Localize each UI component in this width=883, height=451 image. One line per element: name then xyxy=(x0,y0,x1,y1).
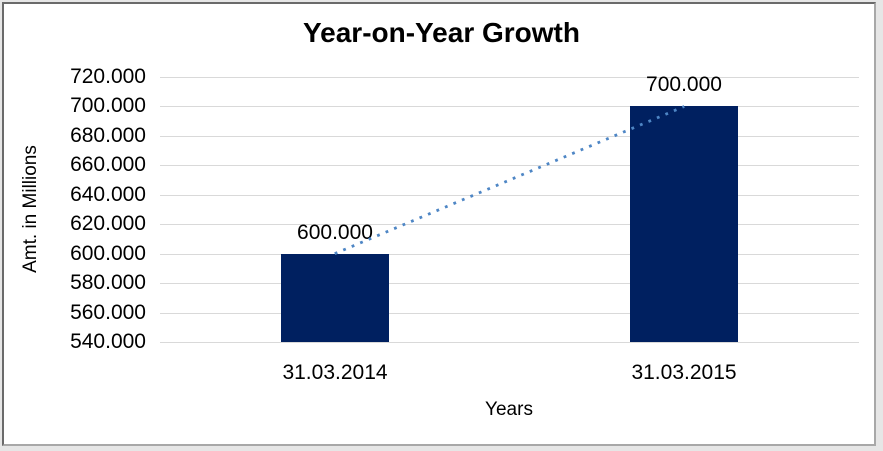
y-tick-label: 560.000 xyxy=(70,301,146,324)
gridline xyxy=(160,136,859,137)
chart-title: Year-on-Year Growth xyxy=(303,17,580,48)
gridline xyxy=(160,283,859,284)
y-axis-title: Amt. in Millions xyxy=(20,145,41,273)
gridline xyxy=(160,106,859,107)
gridline xyxy=(160,254,859,255)
bar xyxy=(630,106,738,342)
y-tick-label: 660.000 xyxy=(70,153,146,176)
y-tick-label: 680.000 xyxy=(70,124,146,147)
x-category-label: 31.03.2015 xyxy=(631,361,737,384)
gridline xyxy=(160,165,859,166)
gridline xyxy=(160,77,859,78)
x-category-label: 31.03.2014 xyxy=(282,361,388,384)
y-tick-label: 620.000 xyxy=(70,212,146,235)
bar-value-label: 600.000 xyxy=(297,221,373,244)
y-tick-label: 720.000 xyxy=(70,65,146,88)
x-axis-title: Years xyxy=(485,399,533,420)
bar xyxy=(281,254,389,342)
y-tick-label: 700.000 xyxy=(70,94,146,117)
y-tick-label: 540.000 xyxy=(70,330,146,353)
bar-value-label: 700.000 xyxy=(646,73,722,96)
gridline xyxy=(160,224,859,225)
y-tick-label: 640.000 xyxy=(70,183,146,206)
gridline xyxy=(160,342,859,343)
gridline xyxy=(160,195,859,196)
gridline xyxy=(160,313,859,314)
y-tick-label: 580.000 xyxy=(70,271,146,294)
y-tick-label: 600.000 xyxy=(70,242,146,265)
